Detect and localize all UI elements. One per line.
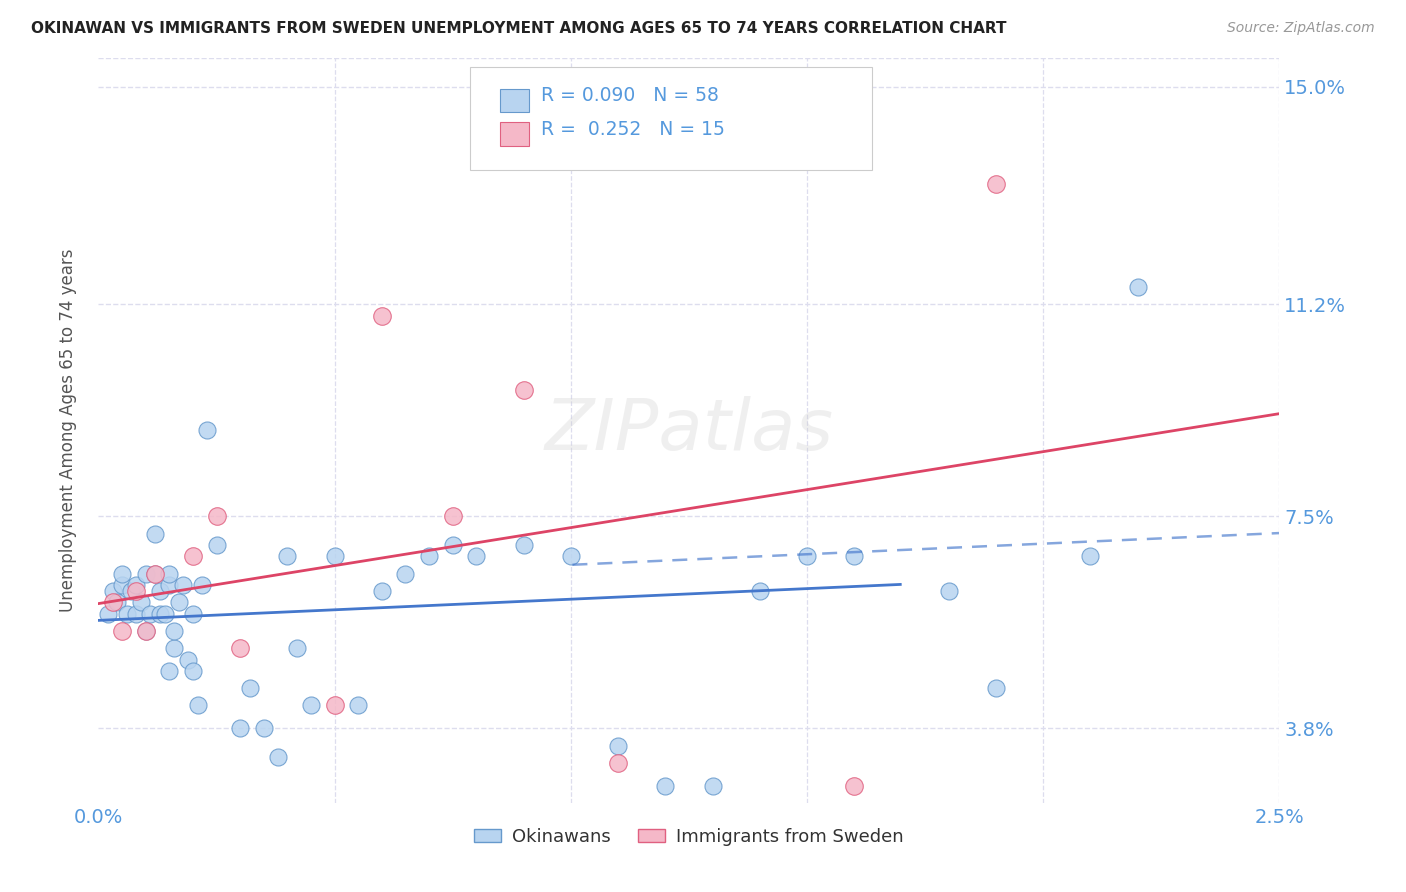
Point [702,779,724,793]
Point [135,624,157,638]
Point [129,595,152,609]
Y-axis label: Unemployment Among Ages 65 to 74 years: Unemployment Among Ages 65 to 74 years [59,249,77,612]
Point [181,607,204,621]
Point [167,595,190,609]
Point [163,624,186,638]
Point [560,549,582,564]
Bar [501,88,530,112]
Point [938,583,960,598]
Point [347,698,370,713]
Point [121,583,143,598]
Point [394,566,416,581]
Point [844,779,866,793]
Point [153,607,176,621]
Point [371,583,394,598]
Point [465,549,488,564]
Point [125,578,148,592]
Point [157,578,180,592]
Point [984,681,1007,696]
Point [512,538,534,552]
Point [101,595,124,609]
Point [654,779,676,793]
Point [323,698,346,713]
FancyBboxPatch shape [471,67,872,169]
Point [135,624,157,638]
Point [97,607,120,621]
Point [149,607,172,621]
Point [157,664,180,678]
Point [512,384,534,398]
Point [1080,549,1102,564]
Point [239,681,262,696]
Point [139,607,162,621]
Point [984,177,1007,191]
Text: ZIPatlas: ZIPatlas [544,396,834,465]
Point [205,509,228,524]
Point [276,549,298,564]
Point [125,607,148,621]
Point [111,566,134,581]
Point [115,607,138,621]
Point [205,538,228,552]
Point [143,566,166,581]
Point [229,641,252,656]
Point [111,578,134,592]
Point [191,578,214,592]
Text: OKINAWAN VS IMMIGRANTS FROM SWEDEN UNEMPLOYMENT AMONG AGES 65 TO 74 YEARS CORREL: OKINAWAN VS IMMIGRANTS FROM SWEDEN UNEMP… [31,21,1007,37]
Point [181,664,204,678]
Point [323,549,346,564]
Text: Source: ZipAtlas.com: Source: ZipAtlas.com [1227,21,1375,36]
Point [285,641,308,656]
Bar [501,122,530,146]
Point [299,698,322,713]
Point [1126,280,1149,294]
Point [441,538,464,552]
Point [105,595,128,609]
Point [163,641,186,656]
Point [607,739,630,753]
Point [267,750,290,764]
Point [177,652,200,666]
Point [143,526,166,541]
Point [101,583,124,598]
Point [748,583,770,598]
Point [229,721,252,735]
Text: R = 0.090   N = 58: R = 0.090 N = 58 [541,87,720,105]
Text: R =  0.252   N = 15: R = 0.252 N = 15 [541,120,725,138]
Point [441,509,464,524]
Point [181,549,204,564]
Point [135,566,157,581]
Point [796,549,818,564]
Point [371,309,394,323]
Point [844,549,866,564]
Point [195,424,218,438]
Point [607,756,630,770]
Point [418,549,440,564]
Point [111,624,134,638]
Legend: Okinawans, Immigrants from Sweden: Okinawans, Immigrants from Sweden [467,821,911,854]
Point [157,566,180,581]
Point [187,698,209,713]
Point [253,721,276,735]
Point [149,583,172,598]
Point [125,583,148,598]
Point [172,578,194,592]
Point [143,566,166,581]
